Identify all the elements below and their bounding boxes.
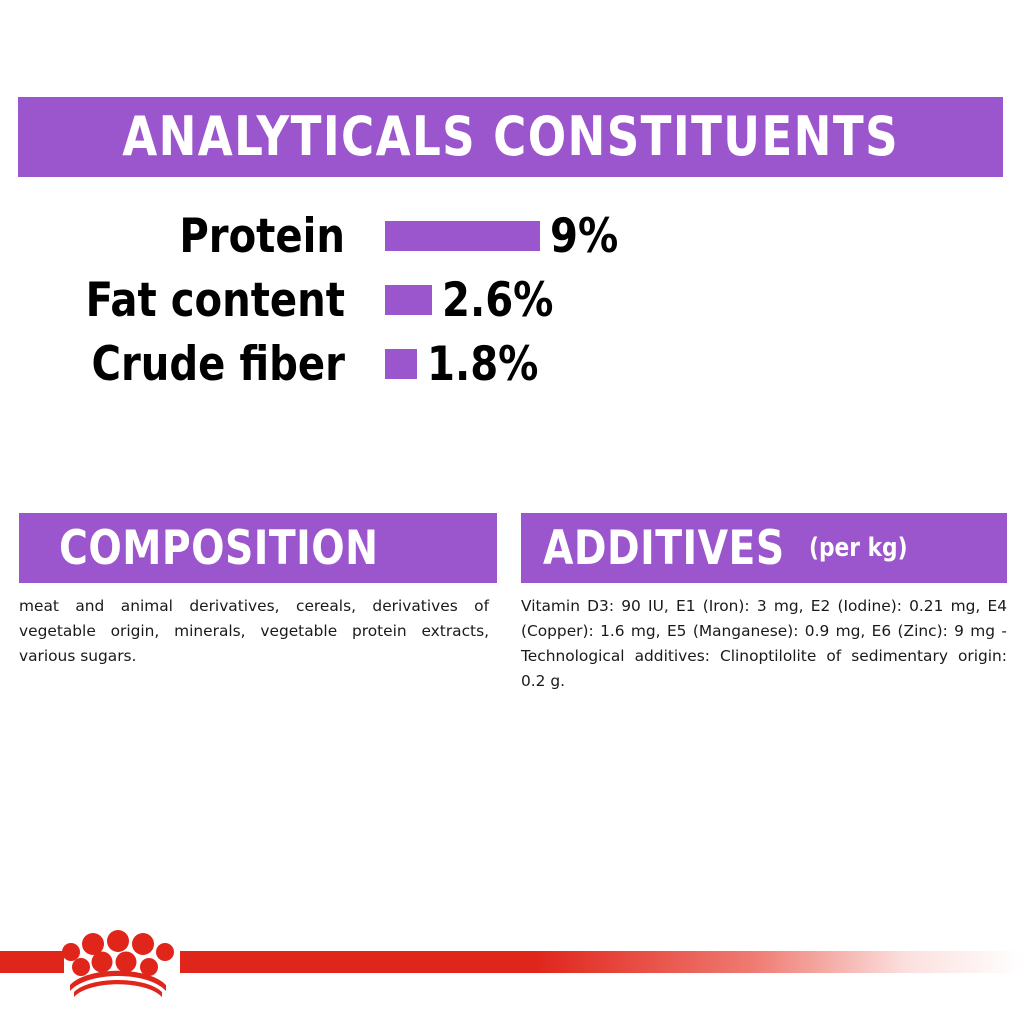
bar-fill-protein xyxy=(385,221,540,251)
additives-header-bar: ADDITIVES (per kg) xyxy=(521,513,1007,583)
additives-body-text: Vitamin D3: 90 IU, E1 (Iron): 3 mg, E2 (… xyxy=(521,597,1007,690)
bar-value-fat-content: 2.6% xyxy=(442,272,554,328)
bar-fill-fat-content xyxy=(385,285,432,315)
bar-value-protein: 9% xyxy=(550,208,619,264)
bar-value-crude-fiber: 1.8% xyxy=(427,336,539,392)
bar-label-crude-fiber: Crude fiber xyxy=(91,336,345,392)
bar-row-crude-fiber: Crude fiber 1.8% xyxy=(0,332,1024,396)
bar-fill-crude-fiber xyxy=(385,349,417,379)
bar-label-protein: Protein xyxy=(179,208,345,264)
additives-panel: ADDITIVES (per kg) Vitamin D3: 90 IU, E1… xyxy=(521,513,1007,694)
bar-row-protein: Protein 9% xyxy=(0,204,1024,268)
analyticals-bar-chart: Protein 9% Fat content 2.6% Crude fiber … xyxy=(0,204,1024,396)
analyticals-header-bar: ANALYTICALS CONSTITUENTS xyxy=(18,97,1003,177)
composition-header-bar: COMPOSITION xyxy=(19,513,497,583)
bar-track-fat-content: 2.6% xyxy=(385,277,559,324)
analyticals-title: ANALYTICALS CONSTITUENTS xyxy=(122,105,899,168)
bar-track-protein: 9% xyxy=(385,213,622,260)
additives-title-unit: (per kg) xyxy=(808,533,908,563)
footer-brand-strip xyxy=(0,930,1024,997)
bar-track-crude-fiber: 1.8% xyxy=(385,341,544,388)
info-panels: COMPOSITION meat and animal derivatives,… xyxy=(0,513,1024,694)
royal-canin-crown-icon xyxy=(62,930,174,997)
composition-title: COMPOSITION xyxy=(59,520,379,576)
footer-red-bar-right xyxy=(180,951,1024,973)
bar-label-fat-content: Fat content xyxy=(85,272,345,328)
footer-red-bar-left xyxy=(0,951,64,973)
bar-row-fat-content: Fat content 2.6% xyxy=(0,268,1024,332)
composition-panel: COMPOSITION meat and animal derivatives,… xyxy=(19,513,497,694)
additives-title: ADDITIVES xyxy=(543,520,785,576)
composition-body-text: meat and animal derivatives, cereals, de… xyxy=(19,597,489,665)
